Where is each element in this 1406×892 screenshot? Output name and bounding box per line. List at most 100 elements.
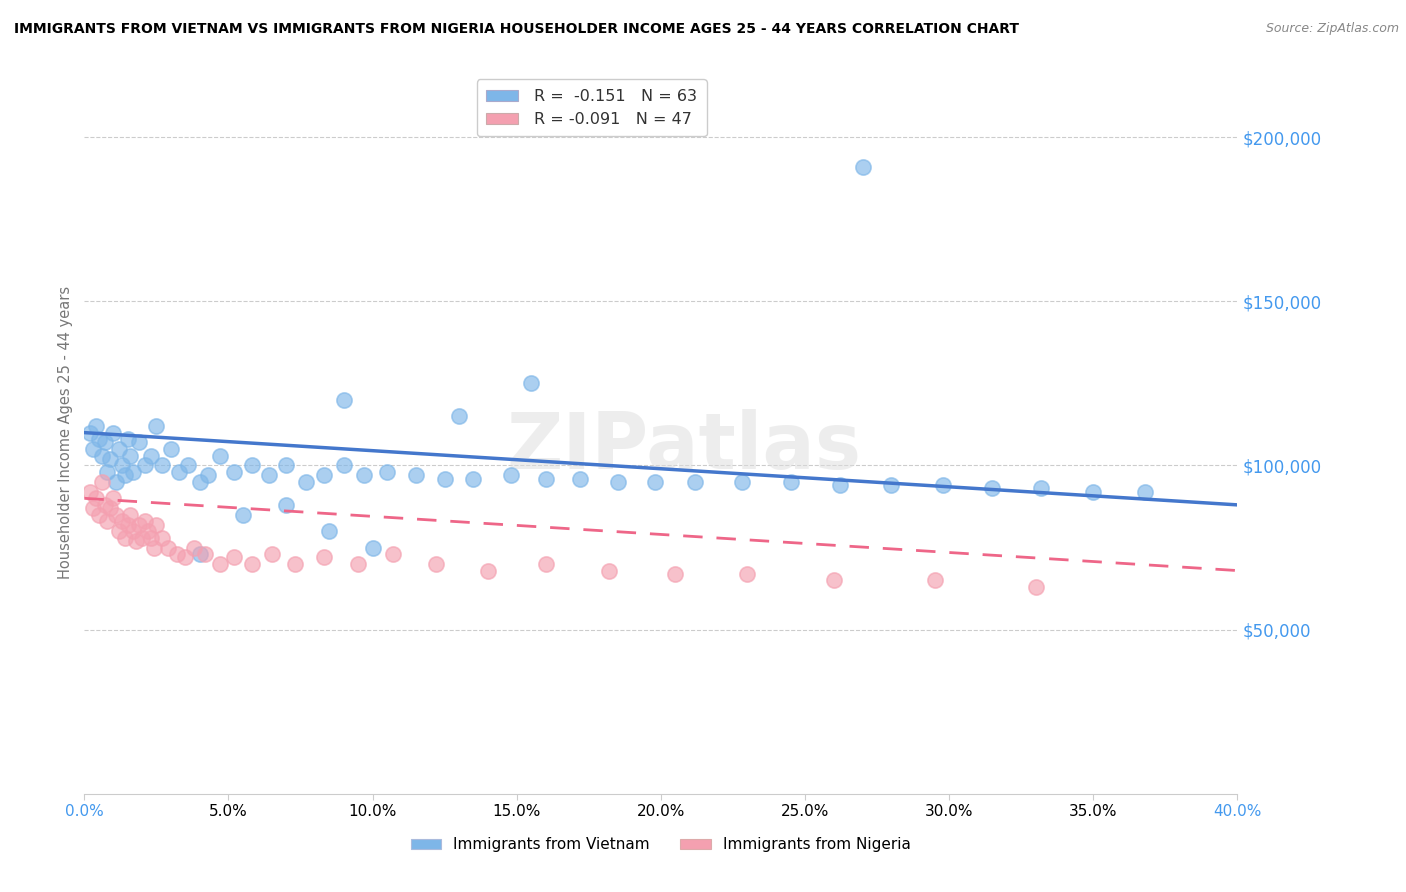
- Point: [828, 478, 851, 492]
- Point: [606, 475, 628, 489]
- Point: [120, 449, 142, 463]
- Point: [375, 465, 398, 479]
- Point: [139, 531, 162, 545]
- Point: [134, 514, 156, 528]
- Point: [105, 475, 128, 489]
- Point: [685, 475, 707, 489]
- Point: [405, 468, 427, 483]
- Point: [139, 449, 162, 463]
- Text: ZIPatlas: ZIPatlas: [506, 409, 862, 485]
- Point: [381, 547, 404, 561]
- Point: [312, 550, 335, 565]
- Point: [240, 557, 263, 571]
- Point: [128, 435, 150, 450]
- Point: [569, 472, 592, 486]
- Point: [174, 550, 197, 565]
- Point: [188, 475, 211, 489]
- Point: [136, 524, 159, 538]
- Point: [87, 508, 110, 522]
- Y-axis label: Householder Income Ages 25 - 44 years: Householder Income Ages 25 - 44 years: [58, 286, 73, 579]
- Point: [84, 491, 107, 506]
- Point: [318, 524, 340, 538]
- Point: [598, 564, 620, 578]
- Point: [177, 458, 200, 473]
- Point: [108, 442, 131, 456]
- Point: [93, 498, 115, 512]
- Point: [232, 508, 254, 522]
- Point: [103, 491, 124, 506]
- Point: [477, 564, 499, 578]
- Point: [730, 475, 752, 489]
- Point: [463, 472, 485, 486]
- Point: [150, 458, 173, 473]
- Point: [353, 468, 375, 483]
- Point: [1083, 484, 1105, 499]
- Point: [284, 557, 307, 571]
- Point: [347, 557, 370, 571]
- Point: [142, 541, 165, 555]
- Point: [160, 442, 183, 456]
- Point: [128, 517, 150, 532]
- Point: [425, 557, 447, 571]
- Point: [120, 508, 142, 522]
- Point: [98, 501, 121, 516]
- Point: [737, 566, 759, 581]
- Point: [932, 478, 955, 492]
- Point: [103, 425, 124, 440]
- Point: [208, 449, 231, 463]
- Point: [82, 501, 104, 516]
- Point: [499, 468, 522, 483]
- Point: [224, 550, 246, 565]
- Point: [122, 465, 145, 479]
- Point: [84, 419, 107, 434]
- Point: [188, 547, 211, 561]
- Point: [183, 541, 205, 555]
- Point: [96, 514, 118, 528]
- Point: [79, 484, 101, 499]
- Point: [150, 531, 173, 545]
- Point: [93, 435, 115, 450]
- Point: [1025, 580, 1047, 594]
- Point: [98, 451, 121, 466]
- Point: [1133, 484, 1156, 499]
- Point: [156, 541, 179, 555]
- Point: [333, 392, 356, 407]
- Point: [105, 508, 128, 522]
- Point: [117, 517, 139, 532]
- Point: [79, 425, 101, 440]
- Point: [880, 478, 903, 492]
- Point: [169, 465, 191, 479]
- Text: IMMIGRANTS FROM VIETNAM VS IMMIGRANTS FROM NIGERIA HOUSEHOLDER INCOME AGES 25 - : IMMIGRANTS FROM VIETNAM VS IMMIGRANTS FR…: [14, 22, 1019, 37]
- Point: [96, 465, 118, 479]
- Point: [981, 482, 1004, 496]
- Point: [134, 458, 156, 473]
- Point: [433, 472, 456, 486]
- Point: [823, 574, 845, 588]
- Point: [295, 475, 318, 489]
- Point: [111, 514, 134, 528]
- Point: [90, 449, 112, 463]
- Point: [644, 475, 666, 489]
- Point: [260, 547, 283, 561]
- Point: [779, 475, 801, 489]
- Point: [111, 458, 134, 473]
- Point: [197, 468, 219, 483]
- Point: [924, 574, 946, 588]
- Point: [361, 541, 384, 555]
- Point: [276, 458, 298, 473]
- Point: [108, 524, 131, 538]
- Point: [520, 376, 543, 391]
- Point: [117, 432, 139, 446]
- Point: [114, 468, 136, 483]
- Point: [224, 465, 246, 479]
- Point: [333, 458, 356, 473]
- Point: [449, 409, 471, 424]
- Point: [122, 524, 145, 538]
- Point: [145, 419, 167, 434]
- Point: [664, 566, 686, 581]
- Point: [852, 160, 875, 174]
- Point: [257, 468, 280, 483]
- Point: [312, 468, 335, 483]
- Point: [240, 458, 263, 473]
- Point: [125, 533, 148, 548]
